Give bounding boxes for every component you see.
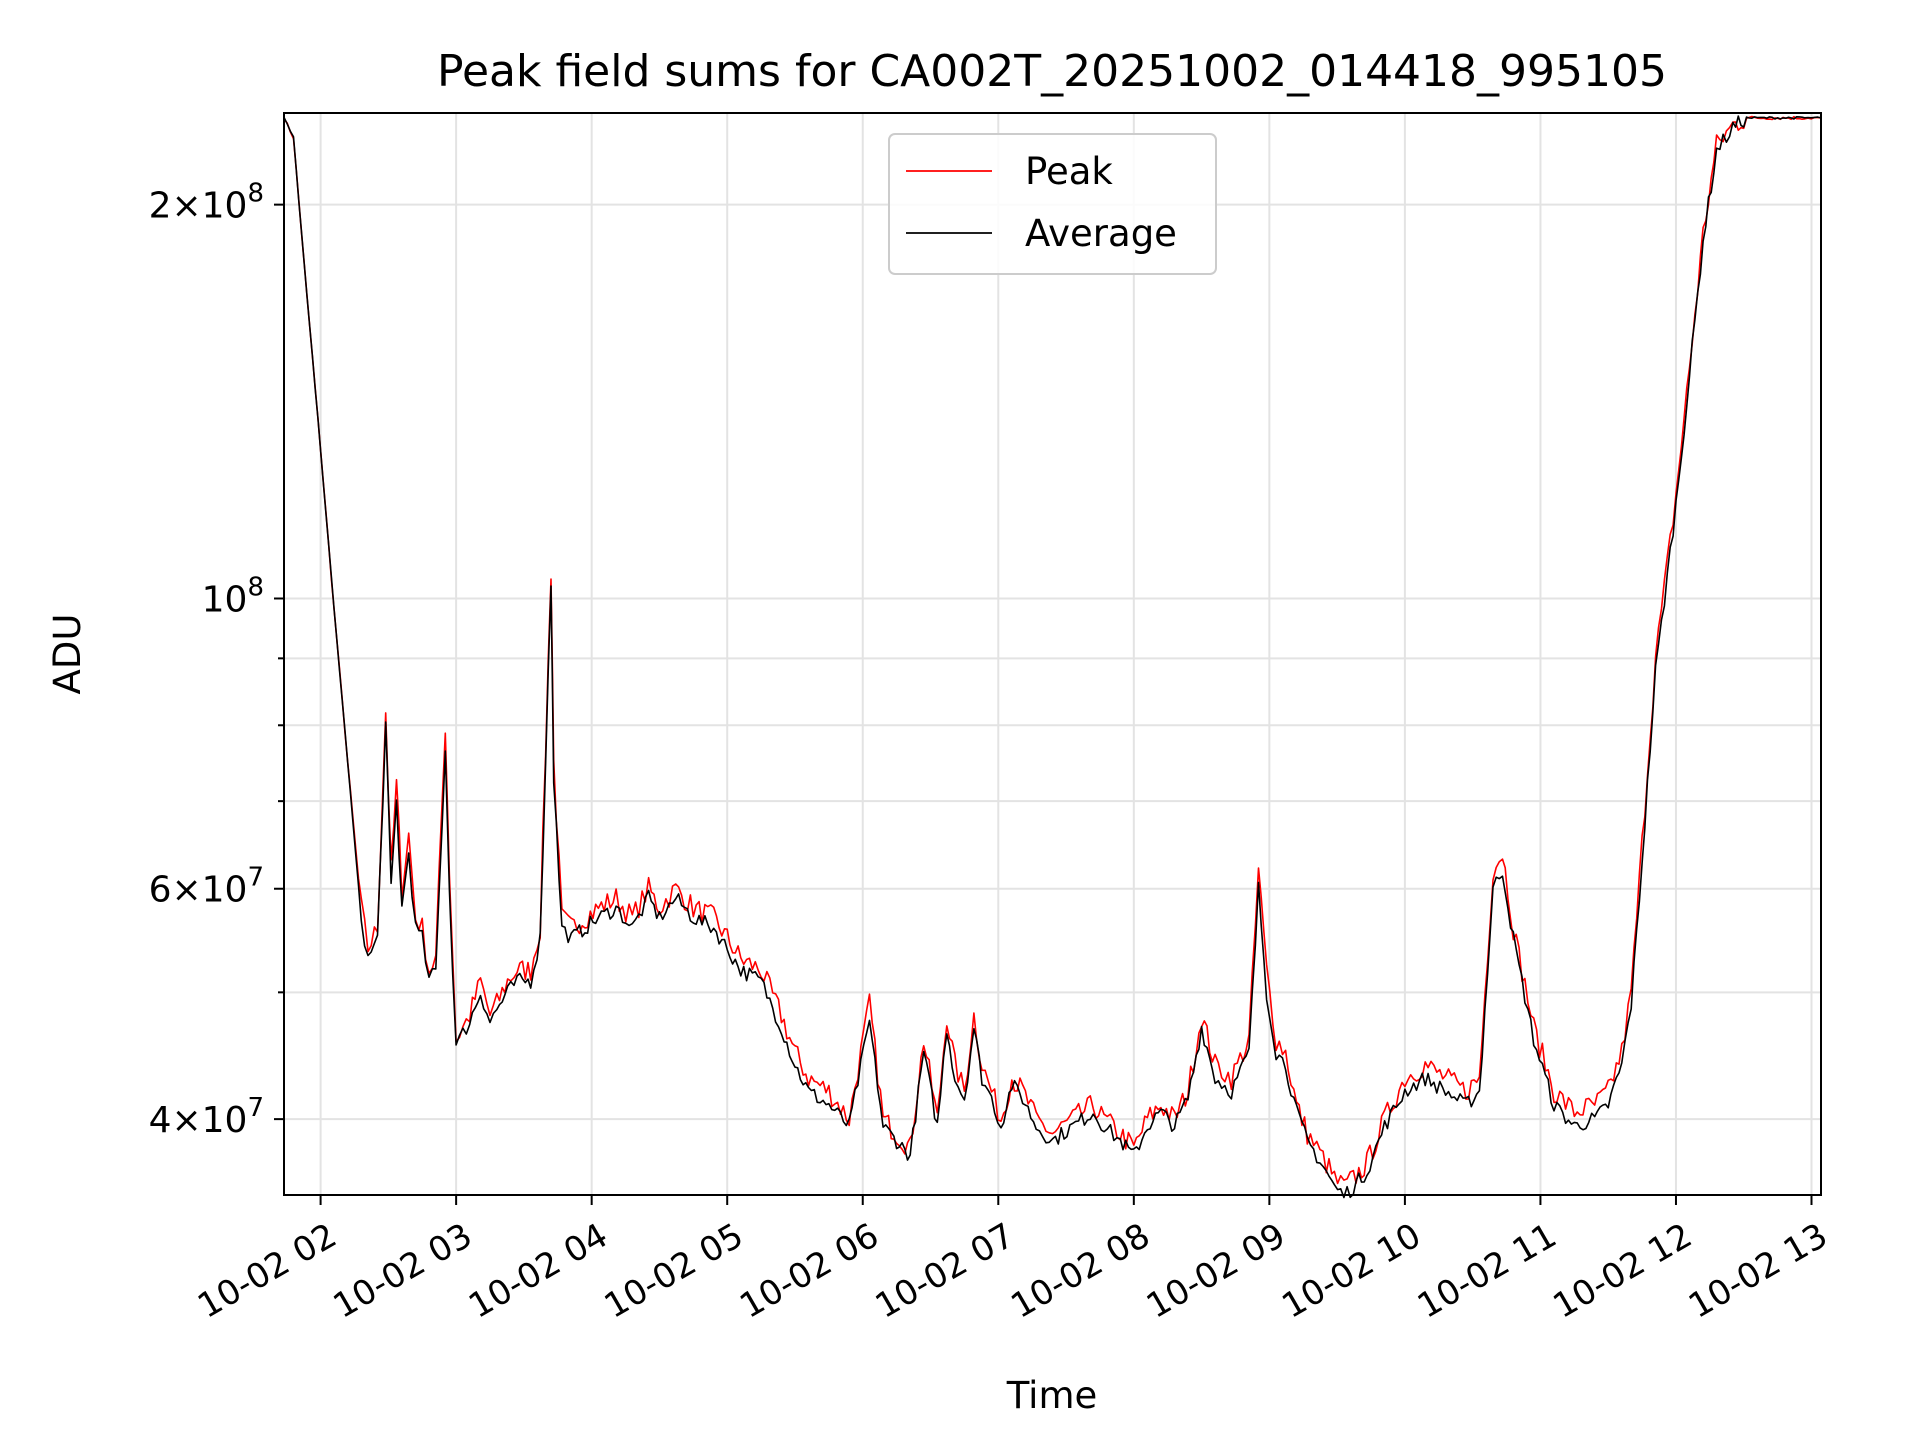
plot-area — [283, 115, 1822, 1199]
x-axis-label: Time — [1006, 1374, 1098, 1417]
y-tick-label: 108 — [202, 572, 264, 620]
y-tick-label: 2×108 — [149, 179, 264, 227]
grid — [284, 113, 1821, 1195]
plot-frame — [283, 112, 1822, 1196]
legend: Peak Average — [888, 133, 1217, 275]
legend-box — [888, 133, 1217, 275]
y-tick-label: 4×107 — [149, 1093, 264, 1141]
y-tick-label: 6×107 — [149, 863, 264, 911]
chart-title: Peak field sums for CA002T_20251002_0144… — [437, 46, 1667, 97]
series-line-average — [283, 115, 1822, 1199]
legend-label-average: Average — [1025, 212, 1177, 255]
y-axis-label: ADU — [46, 614, 89, 695]
legend-label-peak: Peak — [1025, 150, 1113, 193]
y-axis: 4×107 6×107 108 2×108 — [149, 179, 284, 1141]
